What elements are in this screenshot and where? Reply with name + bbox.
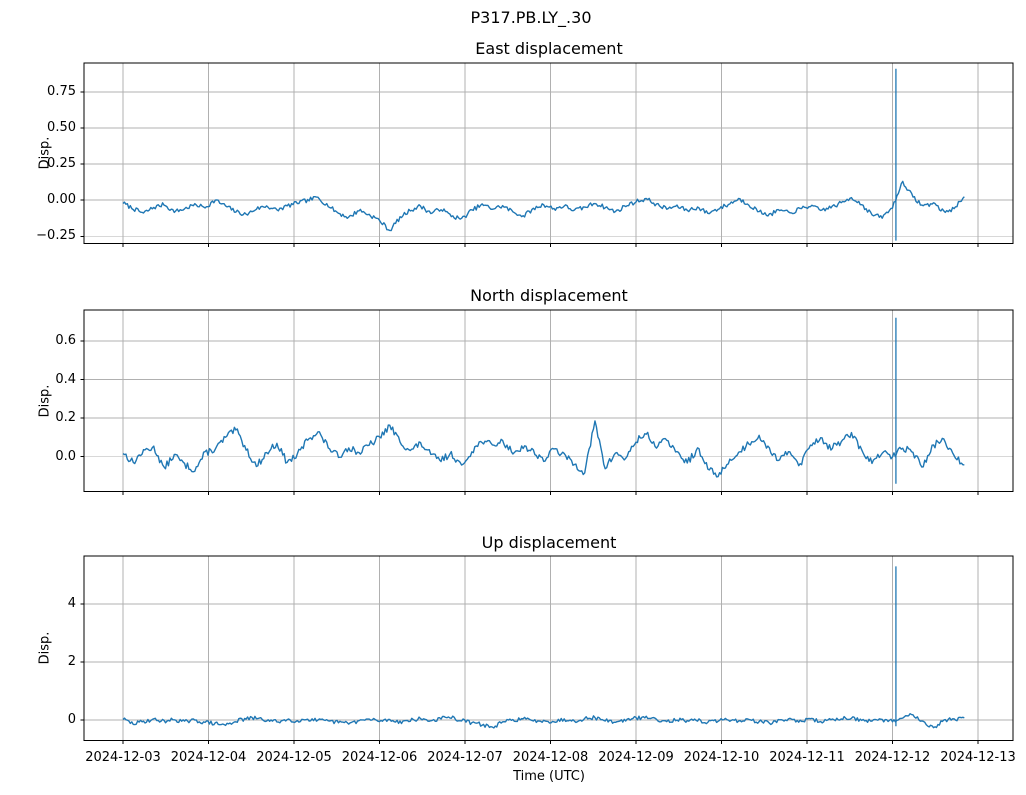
y-tick-label: 2 [67,654,76,669]
y-tick-label: 0.0 [55,448,76,464]
data-series-up [122,712,965,729]
y-tick-label: 0.6 [55,332,76,348]
y-tick-label: 0.00 [47,192,76,208]
subplot-title-north: North displacement [470,286,628,305]
x-tick-label: 2024-12-13 [940,750,1016,765]
x-tick-label: 2024-12-09 [598,750,674,765]
x-axis-label: Time (UTC) [513,769,585,784]
x-tick-label: 2024-12-12 [854,750,931,765]
figure-title: P317.PB.LY_.30 [470,8,592,27]
data-series-east [122,180,965,232]
data-series-north [122,420,965,478]
y-tick-label: 0 [67,711,76,727]
x-tick-label: 2024-12-11 [769,750,845,765]
x-tick-label: 2024-12-05 [256,750,332,765]
x-tick-label: 2024-12-04 [170,750,247,765]
y-tick-label: 0.75 [47,83,76,99]
x-tick-label: 2024-12-10 [683,750,760,765]
y-tick-label: 0.25 [47,156,76,172]
y-tick-label: 0.50 [47,119,76,135]
y-tick-label: 0.4 [55,371,76,387]
y-tick-label: 4 [67,596,76,612]
y-tick-label: −0.25 [36,228,76,244]
x-tick-label: 2024-12-07 [427,750,503,765]
x-tick-label: 2024-12-08 [512,750,589,765]
x-tick-label: 2024-12-06 [341,750,418,765]
subplot-title-up: Up displacement [481,533,617,552]
axes-frame [83,62,1014,244]
x-tick-label: 2024-12-03 [85,750,161,765]
subplot-title-east: East displacement [475,39,623,58]
y-tick-label: 0.2 [55,410,76,426]
axes-frame [83,555,1014,741]
axes-frame [83,309,1014,492]
